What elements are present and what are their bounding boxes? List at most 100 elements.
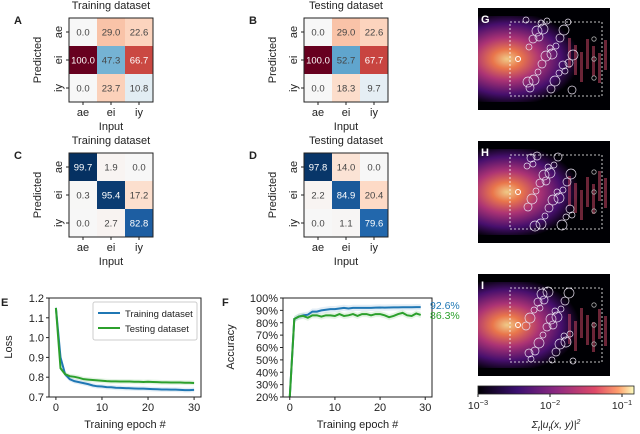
material-contour xyxy=(530,346,540,356)
x-tick-label: iy xyxy=(135,242,143,254)
material-contour xyxy=(563,287,575,299)
material-contour xyxy=(556,219,568,231)
material-contour xyxy=(542,322,552,332)
cell-value: 82.8 xyxy=(130,219,149,230)
output-probe xyxy=(591,208,597,214)
output-probe xyxy=(591,36,597,42)
x-tick-label: ae xyxy=(312,107,324,119)
x-tick-label: 10 xyxy=(329,402,341,414)
y-tick-label: 1.2 xyxy=(29,293,44,305)
material-contour xyxy=(538,169,550,181)
matrix-cell xyxy=(332,74,360,102)
matrix-cell xyxy=(332,46,360,74)
panel-letter-G: G xyxy=(481,14,490,26)
legend-label: Training dataset xyxy=(125,309,193,320)
series-line-training-dataset xyxy=(288,306,421,398)
x-axis-label: Input xyxy=(334,121,358,133)
field-streak xyxy=(568,38,571,68)
cell-value: 67.7 xyxy=(365,56,384,67)
material-contour xyxy=(524,312,536,324)
material-contour xyxy=(562,213,570,221)
cell-value: 10.8 xyxy=(130,84,149,95)
colorbar-label-label-sum: Σ xyxy=(531,419,539,431)
cell-value: 14.0 xyxy=(337,163,356,174)
material-contour xyxy=(535,218,547,230)
material-contour xyxy=(548,356,556,364)
cell-value: 22.6 xyxy=(365,28,384,39)
colorbar-tick-label: 10−3 xyxy=(468,398,488,412)
field-streak xyxy=(598,309,601,339)
confusion-matrix-D: Testing dataset D 97.8 14.0 0.0 2.2 84.9 20.4 0.… xyxy=(249,135,389,268)
matrix-cell xyxy=(304,18,332,46)
material-contour xyxy=(528,34,538,44)
material-contour xyxy=(526,153,536,163)
material-contour xyxy=(547,194,559,206)
colorbar-label-label-pow: 2 xyxy=(575,419,580,426)
cell-value: 18.3 xyxy=(337,84,356,95)
y-axis-label: Predicted xyxy=(32,172,44,218)
material-contour xyxy=(532,151,542,161)
cell-value: 84.9 xyxy=(337,191,356,202)
material-contour xyxy=(569,357,577,365)
x-tick-label: ei xyxy=(342,242,351,254)
cell-value: 17.2 xyxy=(130,191,149,202)
x-tick-label: ae xyxy=(77,107,89,119)
material-contour xyxy=(561,67,569,75)
material-contour xyxy=(532,187,540,195)
y-tick-label: ei xyxy=(288,56,300,65)
panel-letter-A: A xyxy=(14,15,22,27)
x-axis-label: Input xyxy=(99,256,123,268)
material-contour xyxy=(558,24,570,36)
colorbar-label-label-body: |u xyxy=(540,419,549,431)
material-contour xyxy=(565,168,577,180)
material-contour xyxy=(548,320,558,330)
material-contour xyxy=(528,74,540,86)
cell-value: 99.7 xyxy=(74,163,93,174)
y-tick-label: 80% xyxy=(256,318,278,330)
cell-value: 2.2 xyxy=(311,191,324,202)
material-contour xyxy=(539,331,547,339)
colorbar-bar xyxy=(477,385,635,395)
x-axis-label: Training epoch # xyxy=(84,419,166,431)
axes-frame xyxy=(48,297,202,398)
matrix-cell xyxy=(97,153,125,181)
y-tick-label: 50% xyxy=(256,355,278,367)
matrix-cell xyxy=(125,74,153,102)
field-streak xyxy=(592,322,595,352)
cell-value: 1.9 xyxy=(104,163,117,174)
cell-value: 47.3 xyxy=(102,56,121,67)
confidence-band xyxy=(55,305,195,386)
material-contour xyxy=(536,288,548,300)
y-tick-label: 70% xyxy=(256,330,278,342)
material-contour xyxy=(543,17,551,25)
material-contour xyxy=(533,297,543,307)
y-tick-label: ae xyxy=(53,26,65,38)
y-tick-label: 30% xyxy=(256,380,278,392)
field-streak xyxy=(568,176,571,206)
field-intensity xyxy=(478,149,610,235)
material-contour xyxy=(559,186,567,194)
series-line-testing-dataset xyxy=(54,307,195,384)
x-axis-label: Input xyxy=(334,256,358,268)
cell-value: 0.0 xyxy=(311,84,324,95)
material-contour xyxy=(537,23,549,35)
design-region xyxy=(509,154,603,230)
y-tick-label: 100% xyxy=(250,293,278,305)
y-axis-label: Loss xyxy=(3,335,15,359)
material-contour xyxy=(551,311,563,323)
matrix-cell xyxy=(360,18,388,46)
colorbar-label-label-sub2: t xyxy=(548,426,551,433)
x-tick-label: iy xyxy=(370,242,378,254)
material-contour xyxy=(567,49,579,61)
tick-exponent: −3 xyxy=(480,398,489,407)
matrix-cell xyxy=(304,181,332,209)
final-value-label: 86.3% xyxy=(430,310,460,322)
material-contour xyxy=(523,162,531,170)
material-contour xyxy=(544,203,554,213)
output-probe xyxy=(591,341,597,347)
x-tick-label: iy xyxy=(135,107,143,119)
y-tick-label: iy xyxy=(53,219,65,227)
material-contour xyxy=(546,44,554,52)
x-tick-label: ae xyxy=(312,242,324,254)
